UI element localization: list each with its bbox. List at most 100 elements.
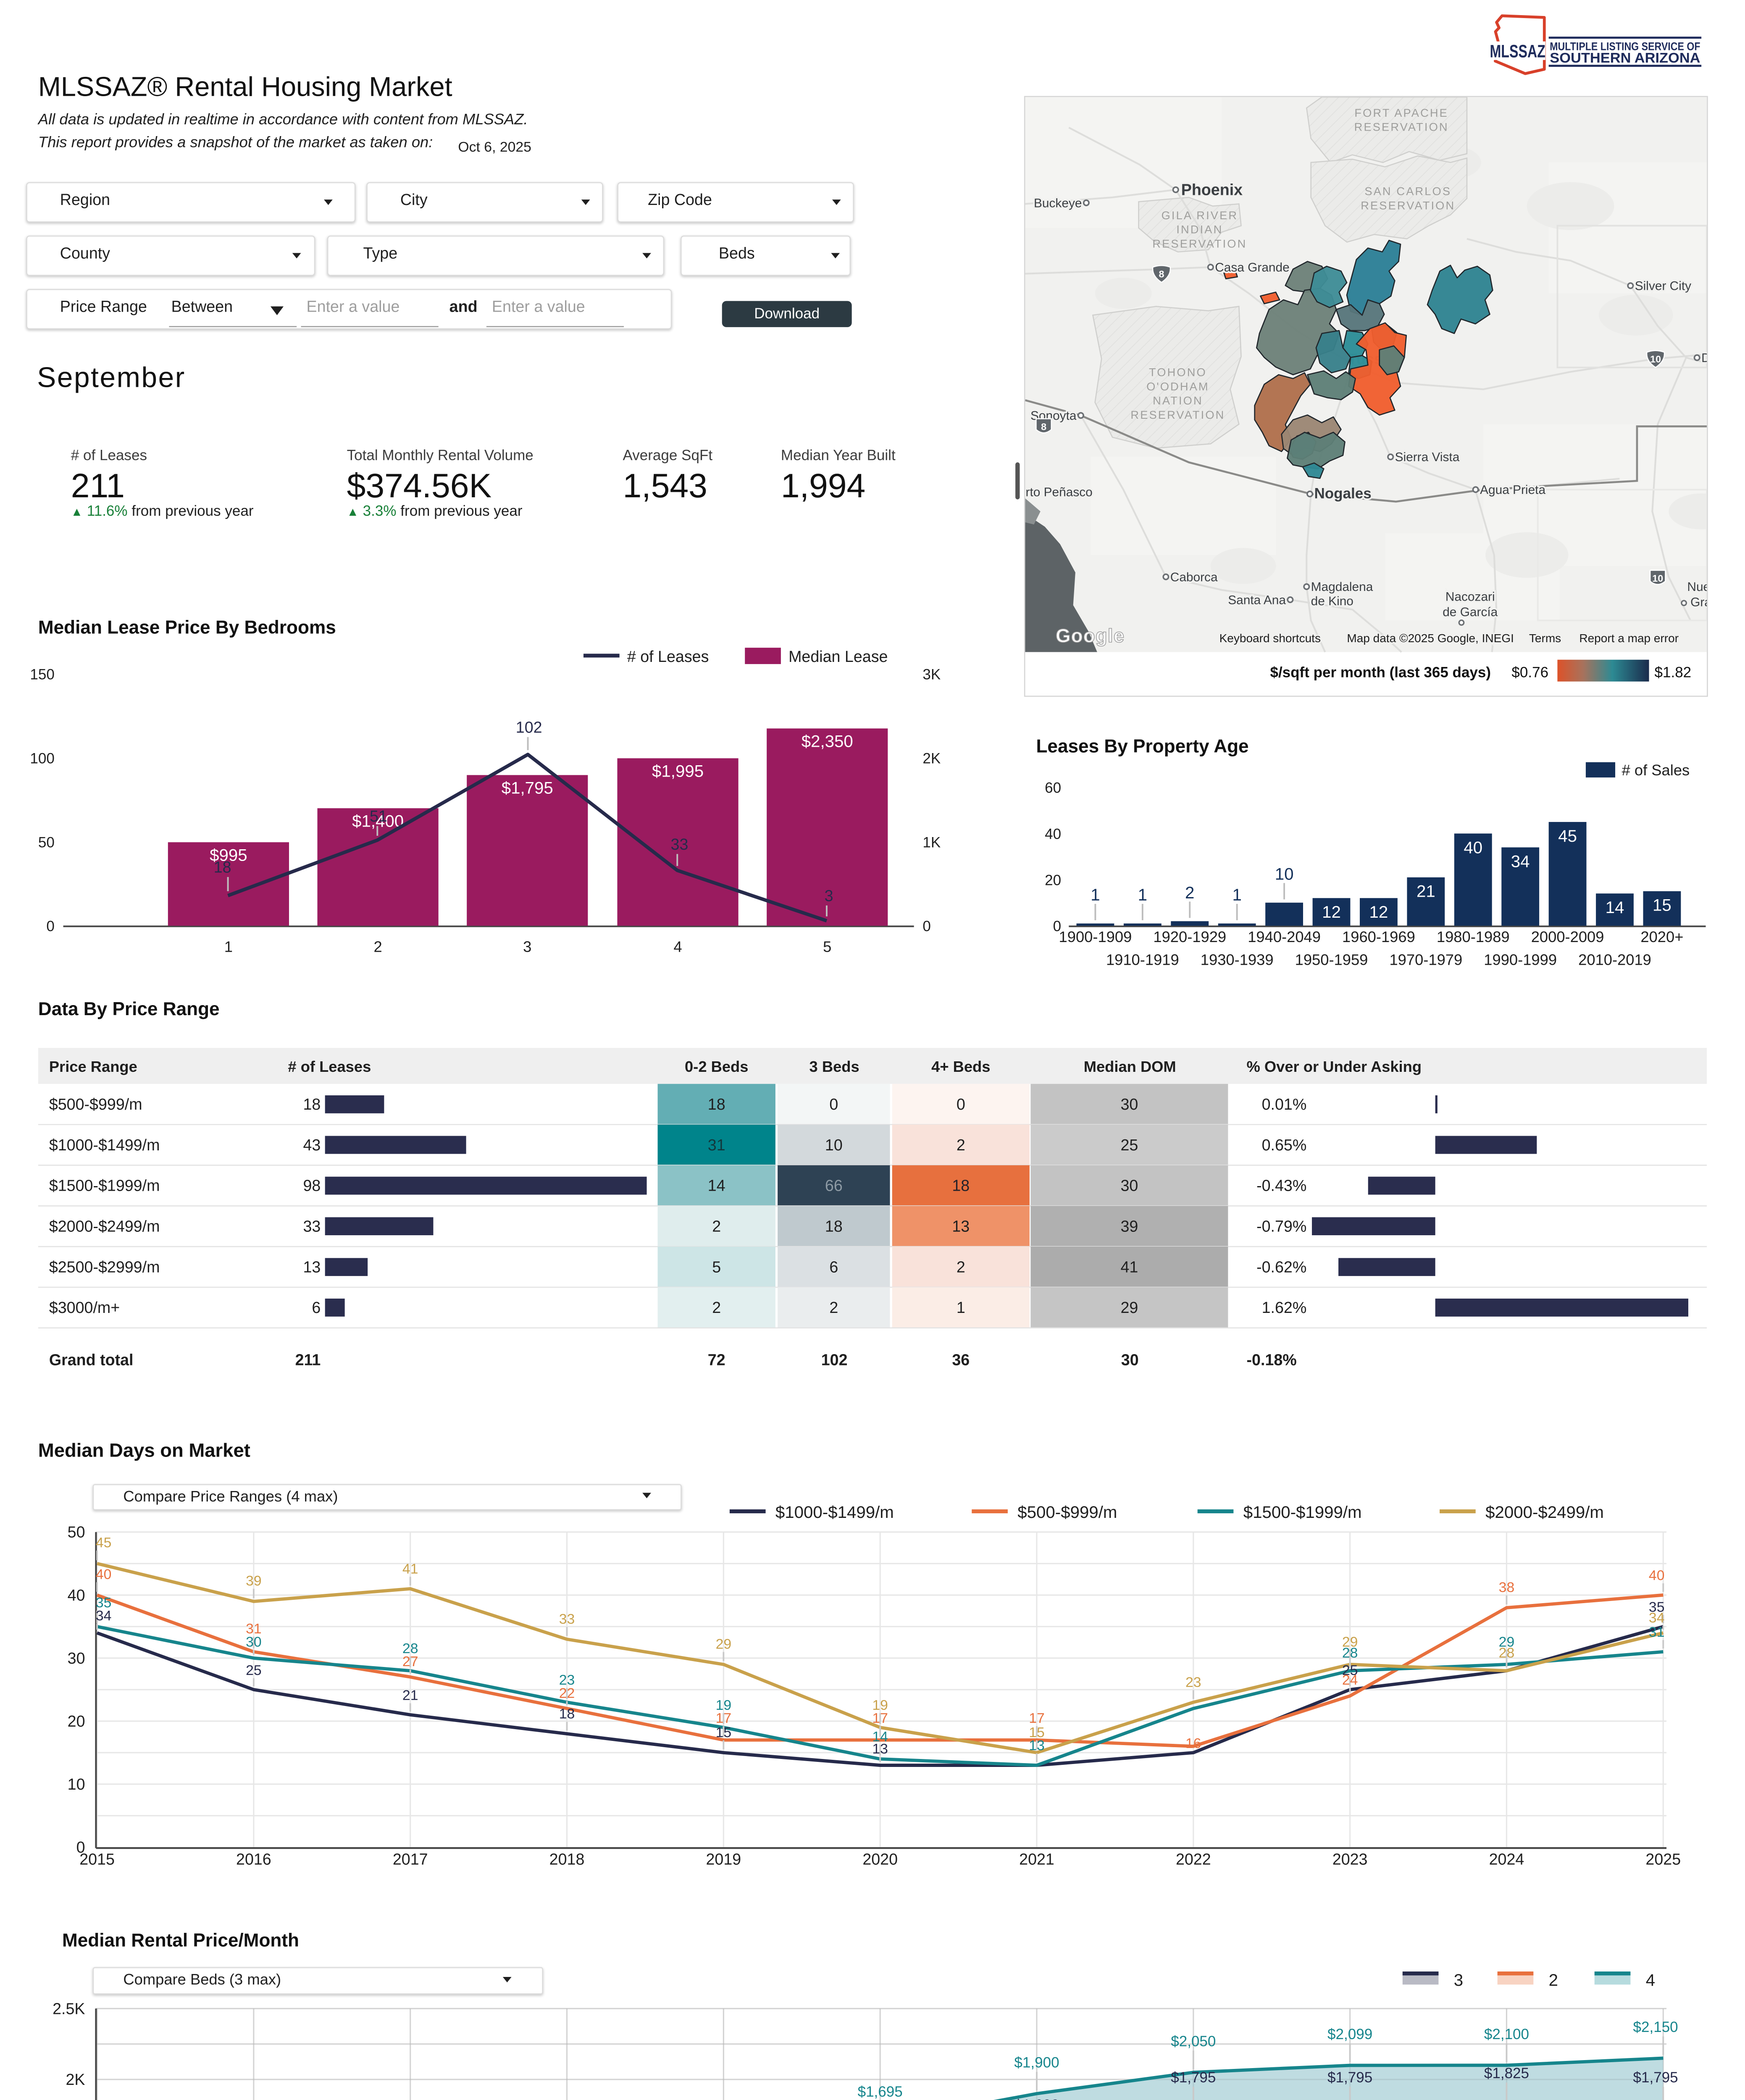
svg-text:16: 16: [1185, 1735, 1201, 1751]
svg-text:Grand total: Grand total: [49, 1351, 134, 1369]
svg-text:28: 28: [1499, 1645, 1515, 1661]
svg-text:72: 72: [708, 1351, 725, 1369]
svg-text:5: 5: [712, 1258, 721, 1276]
svg-text:0: 0: [922, 918, 930, 934]
svg-text:$1,795: $1,795: [1633, 2069, 1678, 2086]
svg-text:15: 15: [1029, 1725, 1045, 1740]
svg-text:0.65%: 0.65%: [1262, 1136, 1307, 1154]
svg-text:12: 12: [1322, 903, 1341, 921]
svg-text:Google: Google: [1056, 625, 1125, 646]
svg-text:3: 3: [825, 887, 833, 904]
svg-text:2021: 2021: [1019, 1851, 1054, 1868]
svg-text:$500-$999/m: $500-$999/m: [49, 1095, 142, 1113]
svg-text:34: 34: [1511, 852, 1530, 871]
svg-text:30: 30: [246, 1634, 262, 1650]
svg-text:Map data ©2025 Google, INEGI: Map data ©2025 Google, INEGI: [1347, 632, 1514, 645]
svg-text:Median DOM: Median DOM: [1084, 1058, 1176, 1075]
svg-text:18: 18: [708, 1095, 725, 1113]
svg-text:40: 40: [1045, 826, 1061, 843]
svg-text:25: 25: [1120, 1136, 1138, 1154]
svg-text:2: 2: [1549, 1971, 1558, 1990]
svg-text:$1,795: $1,795: [1171, 2069, 1216, 2086]
svg-text:0.01%: 0.01%: [1262, 1095, 1307, 1113]
svg-text:2: 2: [957, 1136, 965, 1154]
svg-text:4: 4: [673, 938, 682, 956]
svg-text:28: 28: [1342, 1645, 1358, 1661]
svg-text:Keyboard shortcuts: Keyboard shortcuts: [1219, 632, 1321, 645]
svg-text:Nacozari: Nacozari: [1445, 590, 1495, 604]
svg-text:1970-1979: 1970-1979: [1389, 951, 1462, 969]
svg-text:19: 19: [716, 1697, 732, 1713]
svg-text:FORT APACHE: FORT APACHE: [1354, 106, 1448, 119]
svg-text:D: D: [1701, 351, 1708, 365]
svg-text:$1.82: $1.82: [1655, 664, 1692, 680]
svg-text:6: 6: [312, 1299, 321, 1316]
svg-text:23: 23: [1185, 1674, 1201, 1690]
svg-text:4+ Beds: 4+ Beds: [931, 1058, 990, 1075]
svg-text:15: 15: [1653, 896, 1671, 915]
svg-text:29: 29: [1120, 1299, 1138, 1316]
svg-text:1910-1919: 1910-1919: [1106, 951, 1179, 969]
svg-text:33: 33: [671, 835, 689, 853]
svg-text:2022: 2022: [1176, 1851, 1211, 1868]
svg-text:10: 10: [1275, 865, 1294, 884]
svg-text:$1,995: $1,995: [652, 762, 704, 781]
svg-text:$1,795: $1,795: [502, 779, 553, 798]
svg-text:1930-1939: 1930-1939: [1201, 951, 1274, 969]
svg-text:19: 19: [872, 1697, 888, 1713]
svg-text:34: 34: [1649, 1610, 1665, 1626]
svg-text:14: 14: [708, 1177, 725, 1194]
svg-text:2: 2: [829, 1299, 838, 1316]
svg-text:$995: $995: [210, 845, 247, 864]
svg-text:18: 18: [559, 1706, 575, 1722]
svg-text:1: 1: [957, 1299, 965, 1316]
svg-text:-0.79%: -0.79%: [1256, 1217, 1306, 1235]
svg-text:1960-1969: 1960-1969: [1342, 928, 1415, 945]
svg-text:$2,100: $2,100: [1484, 2026, 1529, 2042]
svg-text:INDIAN: INDIAN: [1176, 223, 1223, 236]
svg-text:100: 100: [30, 750, 54, 766]
svg-text:30: 30: [1120, 1095, 1138, 1113]
svg-text:102: 102: [821, 1351, 848, 1369]
svg-text:2020+: 2020+: [1640, 928, 1683, 945]
svg-text:3: 3: [1454, 1971, 1463, 1990]
svg-text:-0.18%: -0.18%: [1247, 1351, 1297, 1369]
svg-text:Silver City: Silver City: [1635, 279, 1691, 293]
svg-text:SOUTHERN ARIZONA: SOUTHERN ARIZONA: [1550, 50, 1700, 66]
svg-text:20: 20: [1045, 872, 1061, 888]
svg-text:Sierra Vista: Sierra Vista: [1395, 450, 1460, 464]
svg-text:# of Sales: # of Sales: [1622, 761, 1690, 779]
svg-text:3K: 3K: [922, 666, 941, 682]
svg-text:0: 0: [957, 1095, 965, 1113]
svg-text:1: 1: [1138, 885, 1147, 904]
svg-text:18: 18: [825, 1217, 843, 1235]
svg-text:$1,695: $1,695: [858, 2084, 903, 2100]
svg-text:33: 33: [303, 1217, 321, 1235]
svg-text:$2000-$2499/m: $2000-$2499/m: [1485, 1503, 1604, 1522]
svg-text:29: 29: [1342, 1634, 1358, 1650]
svg-text:Gran: Gran: [1690, 596, 1708, 609]
svg-text:1990-1999: 1990-1999: [1484, 951, 1557, 969]
svg-text:$1,600: $1,600: [1014, 2097, 1059, 2100]
svg-text:0: 0: [76, 1838, 85, 1856]
svg-text:$1,825: $1,825: [1484, 2065, 1529, 2082]
svg-text:Buckeye: Buckeye: [1034, 196, 1082, 210]
svg-text:2025: 2025: [1645, 1851, 1681, 1868]
svg-text:29: 29: [716, 1636, 732, 1652]
svg-text:13: 13: [952, 1217, 970, 1235]
svg-text:8: 8: [1159, 269, 1164, 280]
svg-text:0: 0: [829, 1095, 838, 1113]
svg-text:3: 3: [523, 938, 531, 956]
svg-text:$3000/m+: $3000/m+: [49, 1299, 120, 1316]
svg-text:10: 10: [68, 1775, 85, 1793]
svg-text:21: 21: [1416, 882, 1435, 901]
svg-text:0-2 Beds: 0-2 Beds: [685, 1058, 748, 1075]
svg-text:% Over or Under Asking: % Over or Under Asking: [1247, 1058, 1422, 1075]
svg-text:0: 0: [46, 918, 54, 934]
svg-text:20: 20: [68, 1712, 85, 1730]
svg-text:GILA RIVER: GILA RIVER: [1162, 209, 1238, 222]
svg-text:13: 13: [1029, 1738, 1045, 1754]
svg-text:40: 40: [96, 1566, 112, 1582]
svg-text:$1000-$1499/m: $1000-$1499/m: [775, 1503, 894, 1522]
svg-text:SAN CARLOS: SAN CARLOS: [1364, 185, 1451, 198]
